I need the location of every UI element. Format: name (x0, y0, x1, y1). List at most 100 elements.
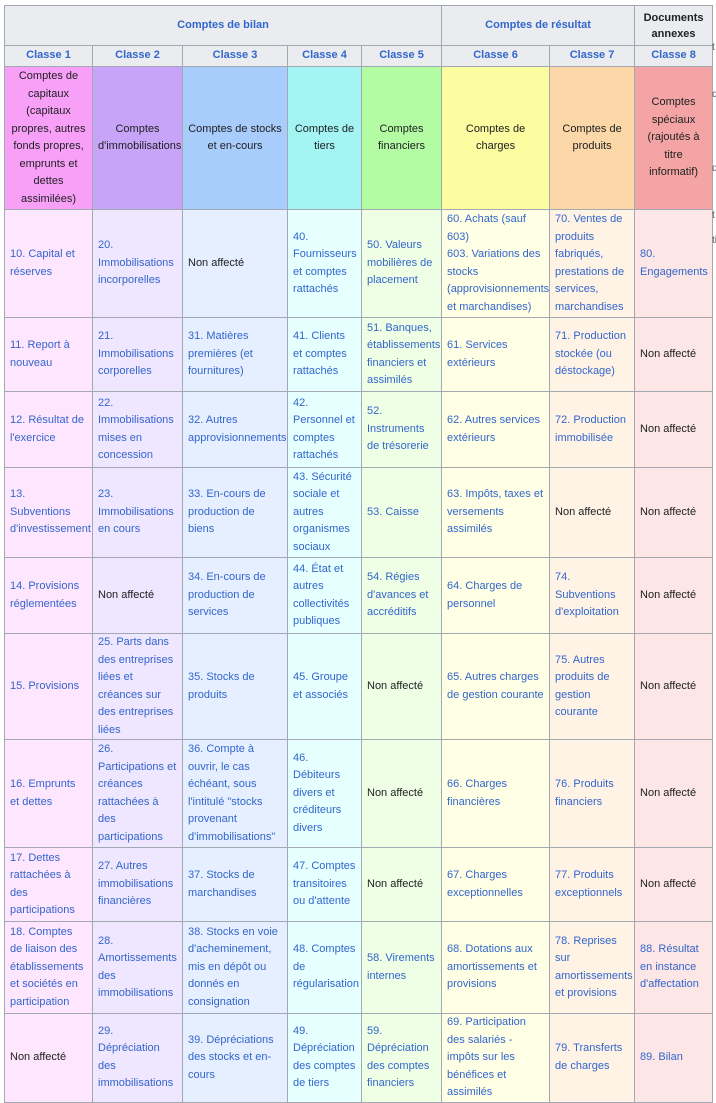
account-cell[interactable]: 14. Provisions réglementées (4, 557, 93, 634)
account-cell[interactable]: 53. Caisse (360, 467, 443, 558)
account-cell[interactable]: 20. Immobilisations incorporelles (92, 209, 183, 318)
account-cell[interactable]: 41. Clients et comptes rattachés (287, 317, 362, 392)
account-cell[interactable]: 43. Sécurité sociale et autres organisme… (287, 467, 362, 558)
account-cell[interactable]: 15. Provisions (4, 633, 93, 740)
account-cell[interactable]: 18. Comptes de liaison des établissement… (4, 921, 93, 1014)
account-cell[interactable]: 50. Valeurs mobilières de placement (360, 209, 443, 318)
account-cell[interactable]: 89. Bilan (634, 1013, 714, 1103)
account-cell[interactable]: 78. Reprises sur amortissements et provi… (549, 921, 636, 1014)
account-cell[interactable]: 54. Régies d'avances et accréditifs (360, 557, 443, 634)
class-description: Comptes de charges (441, 66, 551, 210)
account-cell[interactable]: 48. Comptes de régularisation (287, 921, 362, 1014)
account-cell[interactable]: 74. Subventions d'exploitation (549, 557, 636, 634)
class-header-link[interactable]: Classe 3 (182, 45, 288, 67)
account-cell[interactable]: 58. Virements internes (360, 921, 443, 1014)
account-cell: Non affecté (634, 633, 714, 740)
class-header-link[interactable]: Classe 8 (634, 45, 714, 67)
account-cell[interactable]: 59. Dépréciation des comptes financiers (360, 1013, 443, 1103)
account-cell[interactable]: 12. Résultat de l'exercice (4, 391, 93, 468)
account-cell[interactable]: 37. Stocks de marchandises (182, 847, 288, 922)
table-row: 10. Capital et réserves 20. Immobilisatio… (4, 209, 714, 318)
account-cell[interactable]: 36. Compte à ouvrir, le cas échéant, sou… (182, 739, 288, 848)
account-cell[interactable]: 67. Charges exceptionnelles (441, 847, 551, 922)
account-cell[interactable]: 11. Report à nouveau (4, 317, 93, 392)
account-cell[interactable]: 88. Résultat en instance d'affectation (634, 921, 714, 1014)
class-description: Comptes de produits (549, 66, 636, 210)
account-cell[interactable]: 69. Participation des salariés - impôts … (441, 1013, 551, 1103)
account-cell[interactable]: 75. Autres produits de gestion courante (549, 633, 636, 740)
account-cell[interactable]: 32. Autres approvisionnements (182, 391, 288, 468)
edge-fragment: d (712, 163, 716, 174)
account-cell[interactable]: 70. Ventes de produits fabriqués, presta… (549, 209, 636, 318)
account-cell[interactable]: 28. Amortissements des immobilisations (92, 921, 183, 1014)
class-header-link[interactable]: Classe 7 (549, 45, 636, 67)
class-description-row: Comptes de capitaux (capitaux propres, a… (4, 66, 714, 210)
account-cell[interactable]: 65. Autres charges de gestion courante (441, 633, 551, 740)
account-cell[interactable]: 33. En-cours de production de biens (182, 467, 288, 558)
table-row: 14. Provisions réglementées Non affecté 34… (4, 557, 714, 634)
account-cell[interactable]: 31. Matières premières (et fournitures) (182, 317, 288, 392)
account-cell: Non affecté (4, 1013, 93, 1103)
account-cell[interactable]: 46. Débiteurs divers et créditeurs diver… (287, 739, 362, 848)
account-cell[interactable]: 17. Dettes rattachées à des participatio… (4, 847, 93, 922)
class-header-link[interactable]: Classe 5 (360, 45, 443, 67)
account-cell[interactable]: 42. Personnel et comptes rattachés (287, 391, 362, 468)
class-header-link[interactable]: Classe 2 (92, 45, 183, 67)
account-cell[interactable]: 39. Dépréciations des stocks et en-cours (182, 1013, 288, 1103)
table-row: 13. Subventions d'investissement 23. Immo… (4, 467, 714, 558)
class-description: Comptes de tiers (287, 66, 362, 210)
account-cell[interactable]: 10. Capital et réserves (4, 209, 93, 318)
account-cell[interactable]: 77. Produits exceptionnels (549, 847, 636, 922)
group-header-resultat[interactable]: Comptes de résultat (441, 5, 636, 46)
account-cell[interactable]: 25. Parts dans des entreprises liées et … (92, 633, 183, 740)
chart-of-accounts-table: Comptes de bilan Comptes de résultat Doc… (3, 5, 714, 1103)
account-cell[interactable]: 68. Dotations aux amortissements et prov… (441, 921, 551, 1014)
account-cell: Non affecté (360, 847, 443, 922)
account-cell[interactable]: 26. Participations et créances rattachée… (92, 739, 183, 848)
account-cell[interactable]: 35. Stocks de produits (182, 633, 288, 740)
account-cell[interactable]: 21. Immobilisations corporelles (92, 317, 183, 392)
group-header-bilan[interactable]: Comptes de bilan (3, 5, 443, 46)
account-cell: Non affecté (92, 557, 183, 634)
account-cell[interactable]: 45. Groupe et associés (287, 633, 362, 740)
account-cell[interactable]: 64. Charges de personnel (441, 557, 551, 634)
account-cell[interactable]: 51. Banques, établissements financiers e… (360, 317, 443, 392)
account-cell[interactable]: 72. Production immobilisée (549, 391, 636, 468)
class-header-link[interactable]: Classe 6 (441, 45, 551, 67)
account-cell[interactable]: 62. Autres services extérieurs (441, 391, 551, 468)
account-rows: 10. Capital et réserves 20. Immobilisatio… (4, 209, 714, 1103)
account-cell[interactable]: 29. Dépréciation des immobilisations (92, 1013, 183, 1103)
edge-fragment: ti (712, 235, 716, 246)
account-cell[interactable]: 80. Engagements (634, 209, 714, 318)
account-cell[interactable]: 76. Produits financiers (549, 739, 636, 848)
account-cell[interactable]: 60. Achats (sauf 603) 603. Variations de… (441, 209, 551, 318)
account-cell[interactable]: 22. Immobilisations mises en concession (92, 391, 183, 468)
account-cell[interactable]: 27. Autres immobilisations financières (92, 847, 183, 922)
account-cell: Non affecté (182, 209, 288, 318)
account-cell: Non affecté (549, 467, 636, 558)
class-header-link[interactable]: Classe 4 (287, 45, 362, 67)
edge-fragment: t (712, 210, 715, 221)
account-cell[interactable]: 79. Transferts de charges (549, 1013, 636, 1103)
edge-fragment: t (712, 42, 715, 53)
account-cell[interactable]: 16. Emprunts et dettes (4, 739, 93, 848)
account-cell[interactable]: 71. Production stockée (ou déstockage) (549, 317, 636, 392)
account-cell[interactable]: 38. Stocks en voie d'acheminement, mis e… (182, 921, 288, 1014)
account-cell: Non affecté (634, 557, 714, 634)
account-cell[interactable]: 40. Fournisseurs et comptes rattachés (287, 209, 362, 318)
account-cell[interactable]: 23. Immobilisations en cours (92, 467, 183, 558)
account-cell[interactable]: 13. Subventions d'investissement (4, 467, 93, 558)
account-cell[interactable]: 52. Instruments de trésorerie (360, 391, 443, 468)
account-cell[interactable]: 49. Dépréciation des comptes de tiers (287, 1013, 362, 1103)
account-cell: Non affecté (360, 633, 443, 740)
table-row: Non affecté 29. Dépréciation des immobili… (4, 1013, 714, 1103)
account-cell[interactable]: 63. Impôts, taxes et versements assimilé… (441, 467, 551, 558)
account-cell[interactable]: 34. En-cours de production de services (182, 557, 288, 634)
account-cell[interactable]: 66. Charges financières (441, 739, 551, 848)
account-cell[interactable]: 47. Comptes transitoires ou d'attente (287, 847, 362, 922)
account-cell: Non affecté (634, 739, 714, 848)
account-cell[interactable]: 44. État et autres collectivités publiqu… (287, 557, 362, 634)
class-header-link[interactable]: Classe 1 (4, 45, 93, 67)
account-cell[interactable]: 61. Services extérieurs (441, 317, 551, 392)
edge-fragment: d (712, 89, 716, 100)
